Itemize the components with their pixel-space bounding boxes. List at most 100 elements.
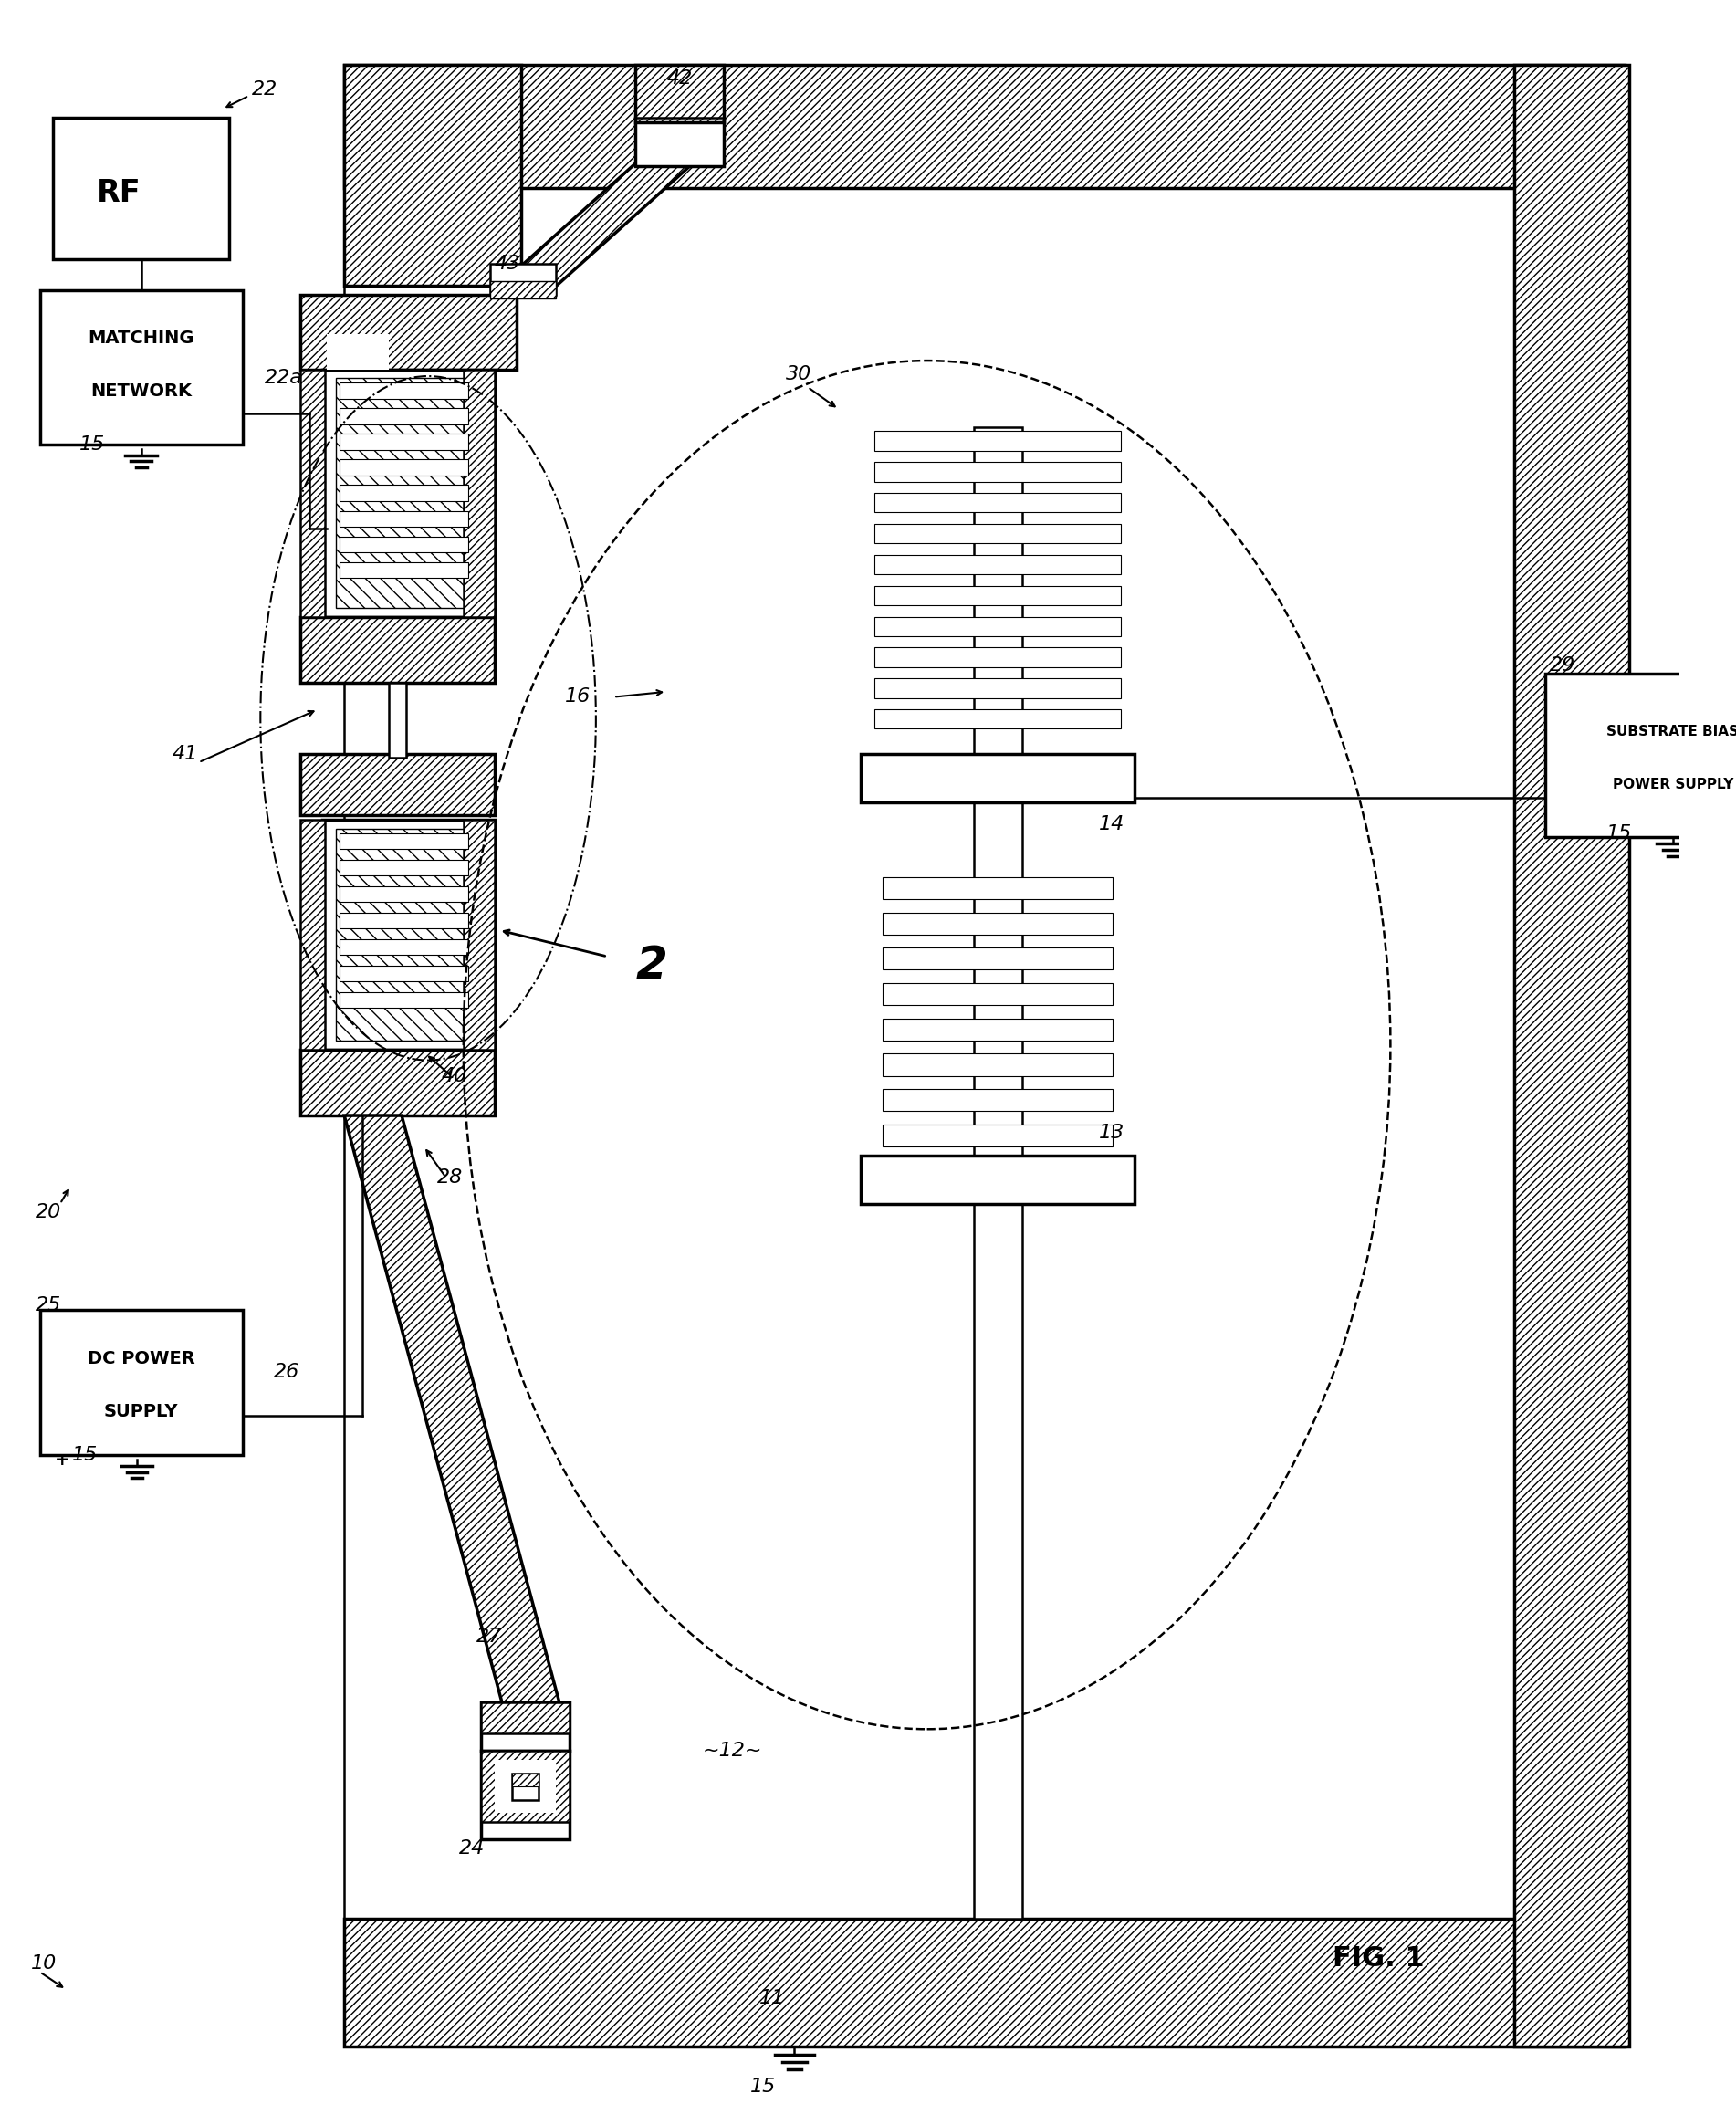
- Bar: [323, 370, 495, 616]
- Bar: [340, 535, 469, 552]
- Text: RF: RF: [97, 179, 141, 208]
- Text: 15: 15: [73, 1447, 99, 1464]
- Text: 15: 15: [750, 2078, 776, 2095]
- Bar: [340, 939, 469, 954]
- Bar: [1545, 674, 1736, 837]
- Bar: [464, 370, 495, 616]
- Bar: [344, 66, 1625, 189]
- Text: 14: 14: [1099, 816, 1125, 833]
- Bar: [300, 370, 325, 616]
- Text: NETWORK: NETWORK: [90, 382, 193, 400]
- Bar: [635, 66, 724, 123]
- Bar: [340, 833, 469, 848]
- Text: 16: 16: [564, 686, 590, 706]
- Bar: [389, 682, 406, 759]
- Text: 40: 40: [441, 1067, 467, 1086]
- Bar: [344, 66, 521, 285]
- Text: 29: 29: [1549, 657, 1575, 674]
- Bar: [884, 1088, 1113, 1111]
- Bar: [884, 878, 1113, 899]
- Bar: [873, 710, 1121, 729]
- Bar: [300, 295, 516, 370]
- Bar: [490, 264, 556, 295]
- Bar: [340, 433, 469, 450]
- Bar: [884, 912, 1113, 935]
- Text: 43: 43: [495, 255, 521, 272]
- Bar: [340, 510, 469, 527]
- Bar: [974, 427, 1023, 1919]
- Bar: [495, 1759, 556, 1813]
- Bar: [861, 1156, 1134, 1203]
- Bar: [861, 754, 1134, 801]
- Text: 20: 20: [35, 1203, 61, 1222]
- Bar: [512, 1772, 538, 1787]
- Bar: [884, 1018, 1113, 1041]
- Text: SUPPLY: SUPPLY: [104, 1402, 179, 1420]
- Bar: [490, 280, 556, 300]
- Bar: [873, 586, 1121, 606]
- Polygon shape: [344, 1116, 561, 1706]
- Text: MATCHING: MATCHING: [89, 329, 194, 346]
- Text: 42: 42: [667, 68, 693, 87]
- Text: 26: 26: [274, 1362, 299, 1381]
- Bar: [340, 992, 469, 1007]
- Bar: [481, 1751, 569, 1840]
- Text: POWER SUPPLY: POWER SUPPLY: [1613, 778, 1733, 790]
- Bar: [884, 948, 1113, 969]
- Text: 41: 41: [172, 744, 198, 763]
- Bar: [873, 555, 1121, 574]
- Bar: [40, 289, 243, 444]
- Text: ~12~: ~12~: [703, 1742, 762, 1759]
- Bar: [54, 117, 229, 259]
- Bar: [635, 117, 724, 166]
- Bar: [340, 886, 469, 901]
- Text: 22: 22: [252, 81, 278, 98]
- Bar: [40, 1309, 243, 1456]
- Bar: [512, 1772, 538, 1800]
- Text: +: +: [54, 1451, 69, 1468]
- Bar: [300, 616, 495, 682]
- Bar: [873, 648, 1121, 667]
- Bar: [884, 1124, 1113, 1145]
- Bar: [873, 461, 1121, 482]
- Bar: [335, 378, 472, 608]
- Bar: [873, 616, 1121, 635]
- Bar: [873, 431, 1121, 450]
- Bar: [335, 829, 472, 1041]
- Text: 22a: 22a: [266, 370, 304, 387]
- Bar: [340, 561, 469, 578]
- Bar: [300, 820, 325, 1050]
- Bar: [323, 820, 495, 1050]
- Bar: [1514, 66, 1628, 2046]
- Bar: [884, 1054, 1113, 1075]
- Bar: [873, 493, 1121, 512]
- Text: SUBSTRATE BIAS: SUBSTRATE BIAS: [1608, 725, 1736, 737]
- Text: 15: 15: [1608, 824, 1632, 842]
- Bar: [873, 525, 1121, 544]
- Bar: [481, 1751, 569, 1821]
- Text: 15: 15: [80, 436, 106, 453]
- Bar: [340, 382, 469, 400]
- Bar: [340, 912, 469, 929]
- Bar: [884, 984, 1113, 1005]
- Bar: [340, 965, 469, 982]
- Bar: [481, 1702, 569, 1751]
- Text: 2: 2: [635, 944, 667, 988]
- Bar: [326, 334, 389, 370]
- Bar: [344, 1919, 1625, 2046]
- Bar: [873, 678, 1121, 697]
- Bar: [340, 459, 469, 476]
- Text: 25: 25: [35, 1296, 61, 1315]
- Text: 11: 11: [759, 1989, 785, 2008]
- Bar: [340, 408, 469, 425]
- Bar: [300, 1050, 495, 1116]
- Text: FIG. 1: FIG. 1: [1333, 1944, 1425, 1972]
- Bar: [481, 1702, 569, 1734]
- Text: 24: 24: [458, 1838, 484, 1857]
- Text: 13: 13: [1099, 1124, 1125, 1143]
- Text: 27: 27: [477, 1628, 502, 1645]
- Text: DC POWER: DC POWER: [87, 1349, 194, 1366]
- Polygon shape: [495, 136, 724, 289]
- Bar: [344, 189, 1510, 1919]
- Text: 28: 28: [437, 1169, 464, 1186]
